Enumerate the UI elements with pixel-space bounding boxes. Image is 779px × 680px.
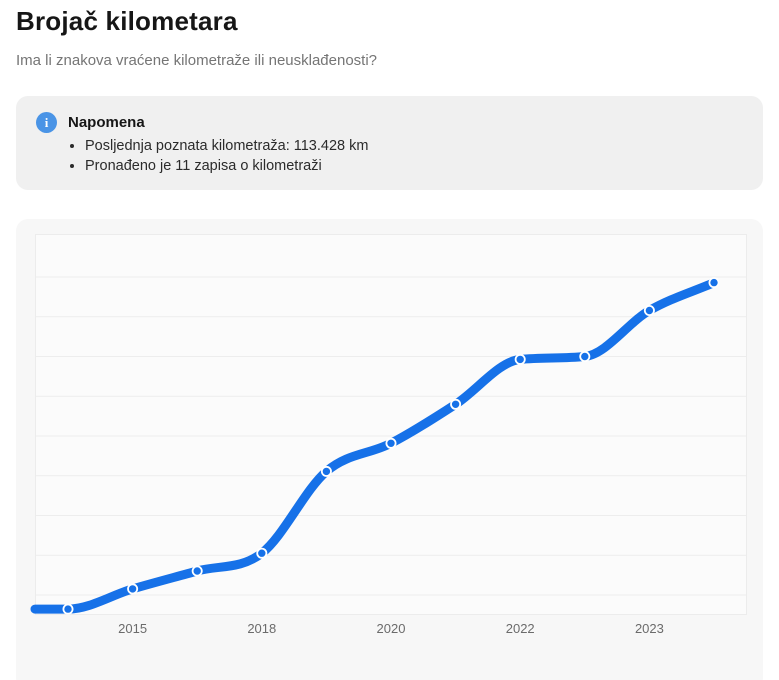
x-axis-tick-label: 2020	[377, 621, 406, 636]
page-subtitle: Ima li znakova vraćene kilometraže ili n…	[16, 52, 378, 69]
data-point-marker[interactable]	[579, 350, 591, 362]
data-point-marker[interactable]	[450, 398, 462, 410]
note-heading: Napomena	[68, 114, 145, 131]
data-point-marker[interactable]	[191, 565, 203, 577]
info-icon: i	[36, 112, 57, 133]
data-point-marker[interactable]	[514, 353, 526, 365]
page-title: Brojač kilometara	[16, 6, 238, 36]
chart-card: 2015 2018 2020 2022 2023	[16, 219, 763, 680]
note-item-record-count: Pronađeno je 11 zapisa o kilometraži	[85, 156, 743, 176]
data-point-marker[interactable]	[256, 547, 268, 559]
note-list: Posljednja poznata kilometraža: 113.428 …	[36, 136, 743, 176]
data-point-marker[interactable]	[62, 603, 74, 615]
odometer-line-chart[interactable]: 2015 2018 2020 2022 2023	[16, 219, 763, 659]
data-point-marker[interactable]	[385, 437, 397, 449]
data-point-marker[interactable]	[643, 305, 655, 317]
note-item-last-known-mileage: Posljednja poznata kilometraža: 113.428 …	[85, 136, 743, 156]
note-card: i Napomena Posljednja poznata kilometraž…	[16, 96, 763, 190]
data-point-marker[interactable]	[708, 277, 720, 289]
plot-area	[35, 234, 747, 615]
note-header: i Napomena	[36, 112, 743, 133]
x-axis-tick-label: 2022	[506, 621, 535, 636]
plot-border	[35, 234, 747, 615]
x-axis-tick-label: 2023	[635, 621, 664, 636]
data-point-marker[interactable]	[127, 583, 139, 595]
data-point-marker[interactable]	[320, 465, 332, 477]
x-axis-tick-label: 2018	[247, 621, 276, 636]
x-axis-tick-label: 2015	[118, 621, 147, 636]
